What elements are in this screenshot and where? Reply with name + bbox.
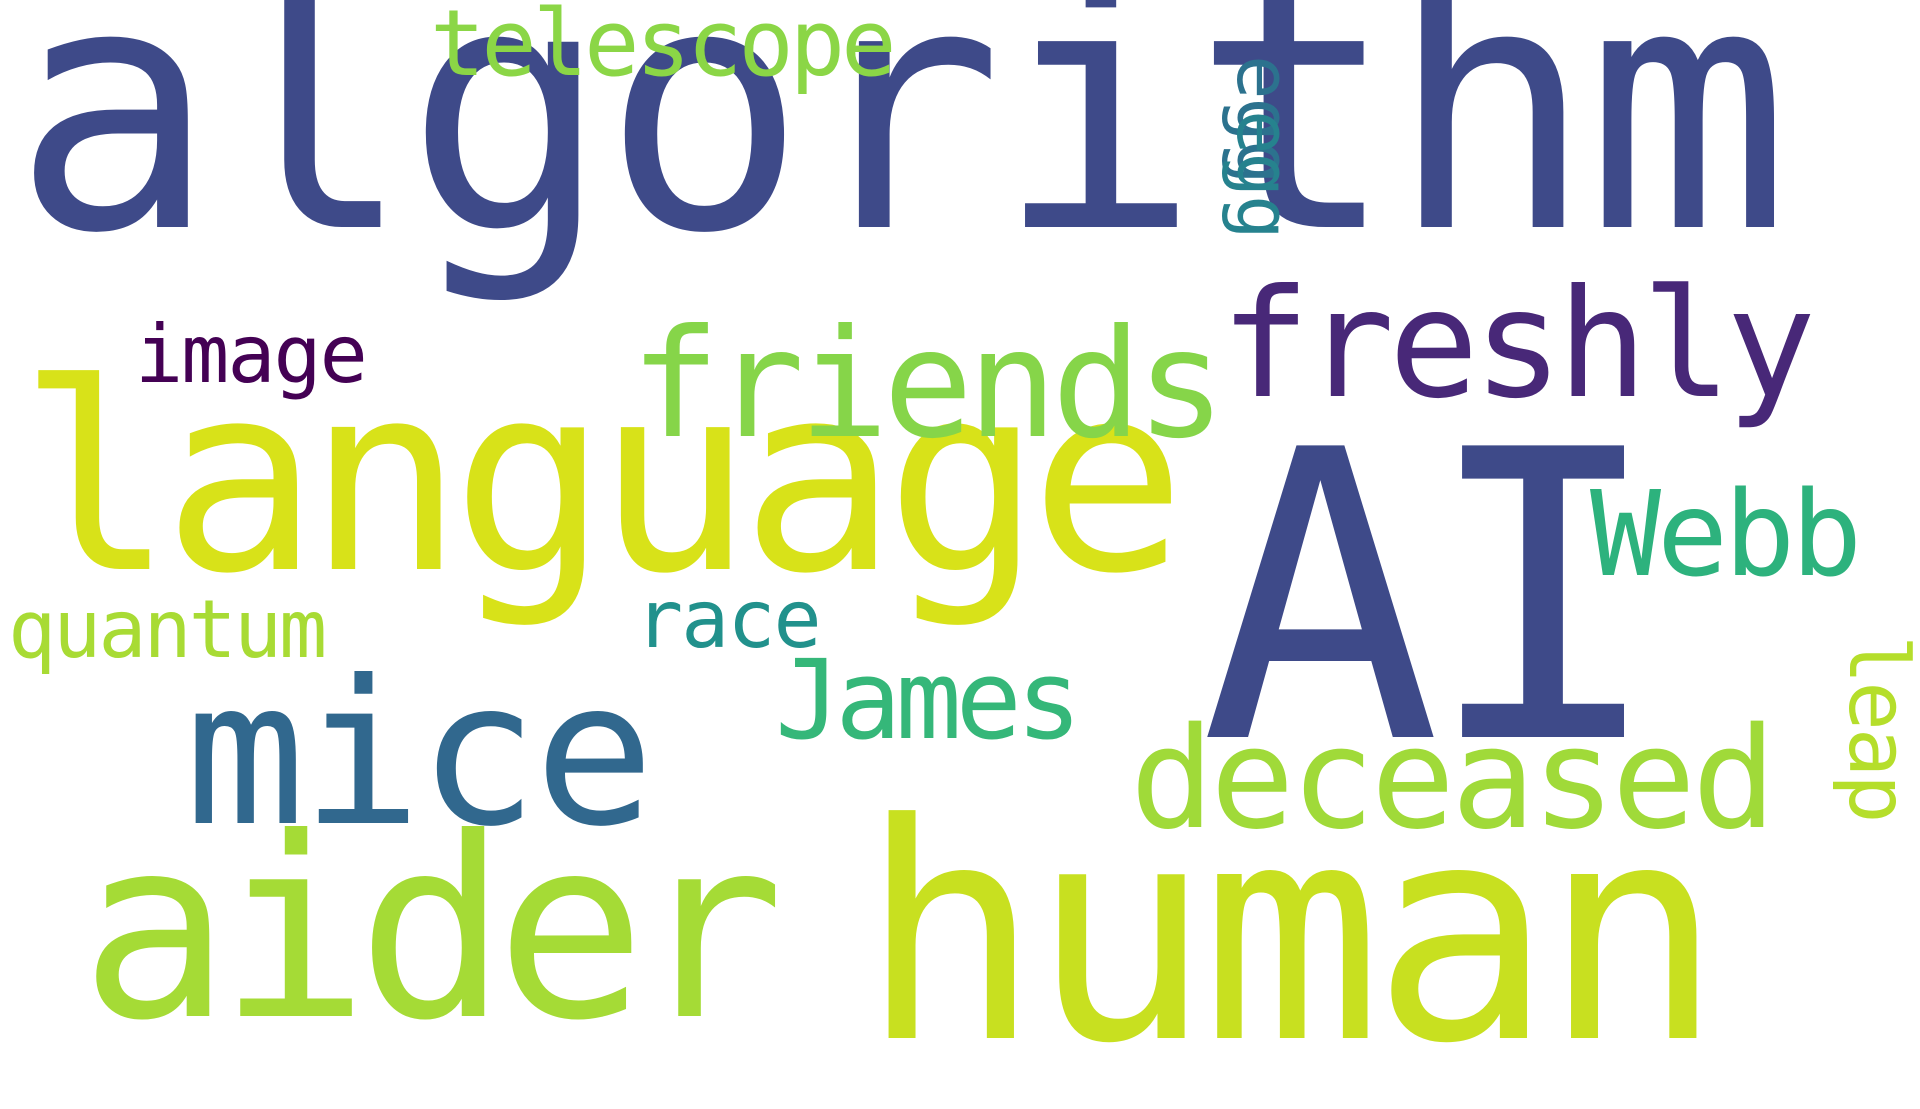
word-aider: aider [80,784,785,1075]
word-quantum: quantum [8,583,327,676]
word-friends: friends [630,298,1226,472]
word-egg-second: egg [1220,110,1306,238]
word-freshly: freshly [1220,258,1816,432]
word-language: language [18,329,1186,631]
word-james: James [775,636,1082,764]
word-algorithm: algorithm [12,0,1790,308]
word-telescope: telescope [430,0,896,97]
word-mice: mice [185,638,655,871]
word-webb: Webb [1590,465,1862,603]
word-deceased: deceased [1130,698,1776,861]
word-cloud: algorithm AI language human aider mice f… [8,0,1920,1085]
word-image: image [135,308,368,401]
word-race: race [635,573,822,666]
word-leap: leap [1830,635,1920,821]
word-ai: AI [1200,367,1664,832]
word-human: human [860,760,1723,1109]
